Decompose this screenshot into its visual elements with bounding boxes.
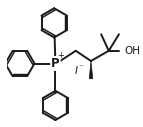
Text: +: + xyxy=(57,51,64,60)
Text: P: P xyxy=(51,57,60,70)
Polygon shape xyxy=(89,61,93,79)
Text: I: I xyxy=(74,66,77,76)
Text: ⁻: ⁻ xyxy=(78,64,83,72)
Text: OH: OH xyxy=(124,46,140,56)
